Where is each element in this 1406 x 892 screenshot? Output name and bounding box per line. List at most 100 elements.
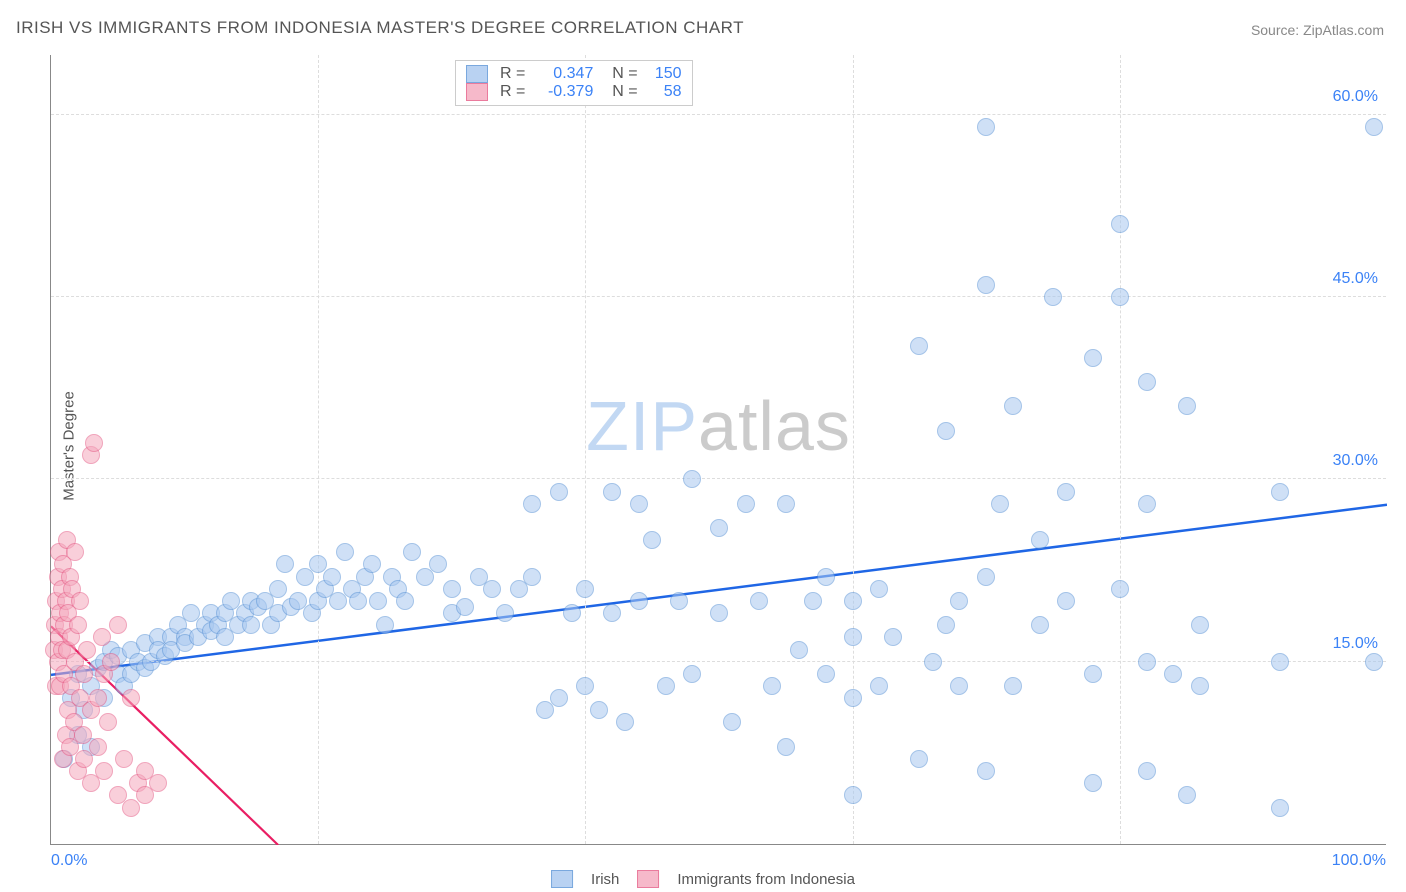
- data-point-indonesia: [95, 762, 113, 780]
- data-point-irish: [1138, 373, 1156, 391]
- data-point-irish: [710, 604, 728, 622]
- data-point-irish: [1138, 762, 1156, 780]
- data-point-irish: [603, 483, 621, 501]
- data-point-indonesia: [71, 592, 89, 610]
- watermark-zip: ZIP: [586, 387, 698, 465]
- data-point-irish: [991, 495, 1009, 513]
- data-point-irish: [1004, 677, 1022, 695]
- data-point-irish: [924, 653, 942, 671]
- data-point-irish: [683, 665, 701, 683]
- gridline-h: [51, 478, 1386, 479]
- n-value-irish: 150: [646, 65, 682, 83]
- data-point-irish: [977, 568, 995, 586]
- data-point-irish: [750, 592, 768, 610]
- legend-swatch-indonesia: [637, 870, 659, 888]
- data-point-irish: [977, 762, 995, 780]
- data-point-irish: [376, 616, 394, 634]
- data-point-irish: [523, 568, 541, 586]
- data-point-irish: [1138, 653, 1156, 671]
- data-point-irish: [1271, 483, 1289, 501]
- data-point-irish: [844, 592, 862, 610]
- trend-lines: [51, 55, 1387, 845]
- data-point-irish: [1178, 786, 1196, 804]
- data-point-irish: [1057, 592, 1075, 610]
- data-point-irish: [563, 604, 581, 622]
- data-point-irish: [429, 555, 447, 573]
- data-point-irish: [643, 531, 661, 549]
- data-point-irish: [1031, 616, 1049, 634]
- x-tick-label: 0.0%: [51, 852, 87, 870]
- data-point-irish: [363, 555, 381, 573]
- data-point-irish: [590, 701, 608, 719]
- data-point-irish: [950, 592, 968, 610]
- chart-title: IRISH VS IMMIGRANTS FROM INDONESIA MASTE…: [16, 18, 744, 38]
- bottom-legend: Irish Immigrants from Indonesia: [551, 870, 855, 888]
- data-point-irish: [576, 580, 594, 598]
- data-point-irish: [1004, 397, 1022, 415]
- swatch-irish: [466, 65, 488, 83]
- data-point-irish: [336, 543, 354, 561]
- data-point-irish: [777, 738, 795, 756]
- data-point-irish: [269, 580, 287, 598]
- data-point-irish: [1164, 665, 1182, 683]
- legend-label-irish: Irish: [591, 871, 619, 888]
- data-point-irish: [844, 786, 862, 804]
- data-point-irish: [576, 677, 594, 695]
- data-point-irish: [1178, 397, 1196, 415]
- data-point-irish: [456, 598, 474, 616]
- data-point-irish: [710, 519, 728, 537]
- source-label: Source: ZipAtlas.com: [1251, 22, 1384, 38]
- data-point-irish: [977, 276, 995, 294]
- data-point-irish: [723, 713, 741, 731]
- x-tick-label: 100.0%: [1332, 852, 1386, 870]
- gridline-v: [1120, 55, 1121, 844]
- y-tick-label: 60.0%: [1333, 88, 1378, 106]
- data-point-indonesia: [109, 616, 127, 634]
- data-point-irish: [870, 677, 888, 695]
- data-point-irish: [1111, 580, 1129, 598]
- data-point-irish: [550, 689, 568, 707]
- r-label: R =: [500, 65, 525, 83]
- stats-box: R = 0.347 N = 150 R = -0.379 N = 58: [455, 60, 693, 106]
- n-label: N =: [603, 83, 637, 101]
- data-point-indonesia: [122, 689, 140, 707]
- n-value-indonesia: 58: [646, 83, 682, 101]
- data-point-indonesia: [99, 713, 117, 731]
- data-point-indonesia: [93, 628, 111, 646]
- data-point-irish: [1138, 495, 1156, 513]
- r-value-irish: 0.347: [533, 65, 593, 83]
- y-tick-label: 45.0%: [1333, 270, 1378, 288]
- data-point-irish: [1044, 288, 1062, 306]
- data-point-irish: [683, 470, 701, 488]
- r-label: R =: [500, 83, 525, 101]
- data-point-irish: [550, 483, 568, 501]
- chart-container: IRISH VS IMMIGRANTS FROM INDONESIA MASTE…: [0, 0, 1406, 892]
- data-point-indonesia: [149, 774, 167, 792]
- data-point-irish: [483, 580, 501, 598]
- watermark: ZIPatlas: [586, 386, 851, 466]
- data-point-irish: [1271, 653, 1289, 671]
- data-point-irish: [777, 495, 795, 513]
- data-point-irish: [1084, 774, 1102, 792]
- data-point-irish: [323, 568, 341, 586]
- data-point-irish: [804, 592, 822, 610]
- data-point-irish: [1271, 799, 1289, 817]
- data-point-indonesia: [66, 543, 84, 561]
- data-point-irish: [937, 616, 955, 634]
- data-point-irish: [369, 592, 387, 610]
- data-point-irish: [523, 495, 541, 513]
- data-point-irish: [496, 604, 514, 622]
- data-point-indonesia: [115, 750, 133, 768]
- data-point-irish: [910, 750, 928, 768]
- data-point-indonesia: [78, 641, 96, 659]
- data-point-irish: [1031, 531, 1049, 549]
- r-value-indonesia: -0.379: [533, 83, 593, 101]
- data-point-irish: [910, 337, 928, 355]
- data-point-indonesia: [89, 738, 107, 756]
- data-point-irish: [817, 665, 835, 683]
- data-point-irish: [884, 628, 902, 646]
- data-point-irish: [937, 422, 955, 440]
- data-point-irish: [657, 677, 675, 695]
- gridline-h: [51, 296, 1386, 297]
- data-point-irish: [1111, 215, 1129, 233]
